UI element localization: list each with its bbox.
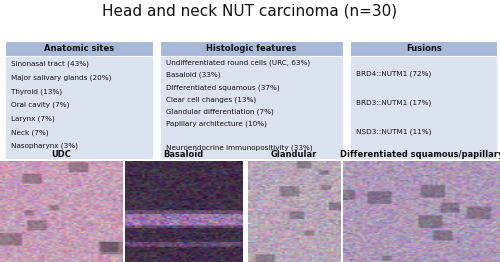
Text: Glandular: Glandular	[270, 150, 317, 159]
FancyBboxPatch shape	[350, 56, 498, 159]
Text: Head and neck NUT carcinoma (n=30): Head and neck NUT carcinoma (n=30)	[102, 4, 398, 19]
FancyBboxPatch shape	[5, 56, 152, 159]
Text: Histologic features: Histologic features	[206, 44, 296, 53]
Text: Neck (7%): Neck (7%)	[11, 129, 49, 136]
Text: Nasopharynx (3%): Nasopharynx (3%)	[11, 143, 78, 149]
FancyBboxPatch shape	[350, 41, 498, 56]
Text: BRD4::NUTM1 (72%): BRD4::NUTM1 (72%)	[356, 70, 431, 77]
Text: Papillary architecture (10%): Papillary architecture (10%)	[166, 120, 267, 127]
Text: Thyroid (13%): Thyroid (13%)	[11, 88, 62, 95]
Text: UDC: UDC	[52, 150, 71, 159]
FancyBboxPatch shape	[5, 41, 152, 56]
Text: Anatomic sites: Anatomic sites	[44, 44, 114, 53]
Text: Oral cavity (7%): Oral cavity (7%)	[11, 102, 70, 108]
Text: Glandular differentiation (7%): Glandular differentiation (7%)	[166, 108, 274, 115]
FancyBboxPatch shape	[160, 56, 342, 159]
Text: BRD3::NUTM1 (17%): BRD3::NUTM1 (17%)	[356, 100, 431, 106]
Text: Major salivary glands (20%): Major salivary glands (20%)	[11, 75, 112, 81]
Text: Clear cell changes (13%): Clear cell changes (13%)	[166, 96, 256, 103]
Text: Larynx (7%): Larynx (7%)	[11, 116, 55, 122]
FancyBboxPatch shape	[160, 41, 342, 56]
Text: Sinonasal tract (43%): Sinonasal tract (43%)	[11, 61, 89, 67]
Text: Differentiated squamous/papillary: Differentiated squamous/papillary	[340, 150, 500, 159]
Text: Differentiated squamous (37%): Differentiated squamous (37%)	[166, 84, 280, 91]
Text: Basaloid (33%): Basaloid (33%)	[166, 72, 220, 79]
Text: Undifferentiated round cells (URC, 63%): Undifferentiated round cells (URC, 63%)	[166, 60, 310, 67]
Text: NSD3::NUTM1 (11%): NSD3::NUTM1 (11%)	[356, 129, 432, 135]
Text: Basaloid: Basaloid	[164, 150, 204, 159]
Text: Neuroendocrine immunopositivity (33%): Neuroendocrine immunopositivity (33%)	[166, 144, 312, 151]
Text: Fusions: Fusions	[406, 44, 442, 53]
